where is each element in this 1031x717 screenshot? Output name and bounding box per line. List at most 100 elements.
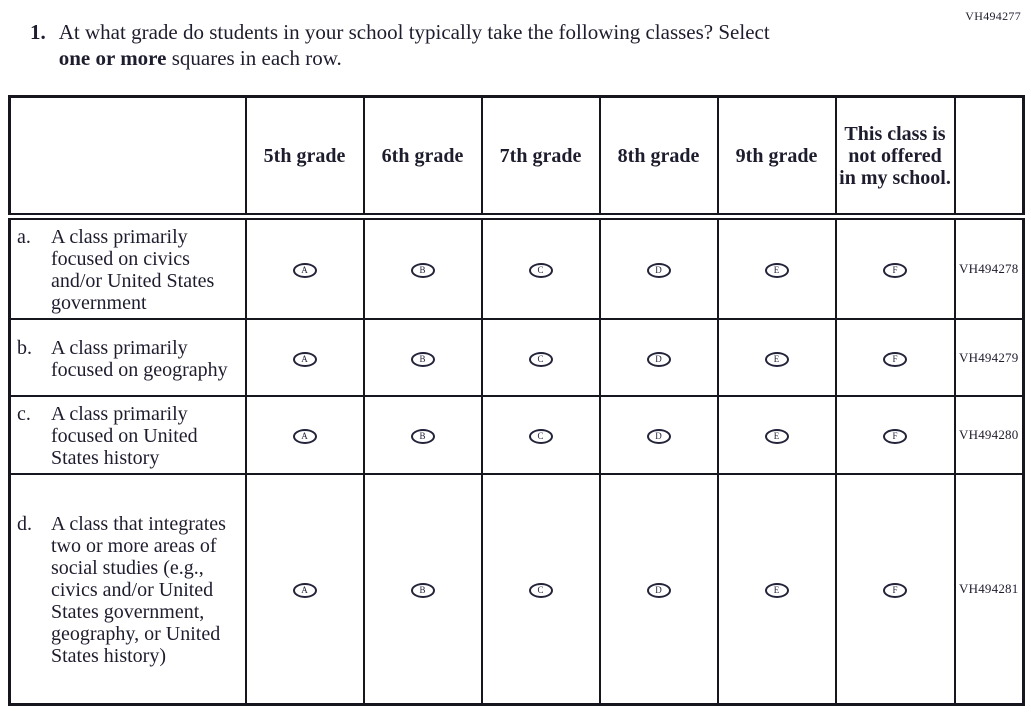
answer-cell: F	[834, 395, 956, 475]
answer-cell: C	[480, 318, 601, 397]
bubble-letter: A	[301, 431, 308, 441]
option-bubble-e[interactable]: E	[764, 263, 789, 278]
bubble-letter: E	[773, 353, 780, 364]
bubble-letter: E	[773, 265, 780, 275]
answer-cell: C	[480, 395, 601, 475]
answer-cell: C	[480, 473, 601, 705]
answer-cell: D	[598, 395, 719, 475]
option-bubble-a[interactable]: A	[292, 263, 317, 278]
page-code: VH494277	[965, 9, 1021, 23]
answer-cell: D	[598, 215, 719, 320]
bubble-letter: F	[892, 265, 898, 275]
answer-cell: C	[480, 215, 601, 320]
answer-cell: E	[716, 215, 837, 320]
option-bubble-a[interactable]: A	[292, 582, 317, 598]
option-bubble-d[interactable]: D	[646, 351, 671, 367]
bubble-letter: C	[537, 353, 544, 364]
question-text: At what grade do students in your school…	[59, 19, 770, 72]
option-bubble-f[interactable]: F	[883, 582, 907, 598]
option-bubble-b[interactable]: B	[410, 263, 435, 278]
bubble-letter: A	[301, 353, 308, 364]
row-label-c: c. A class primarily focused on United S…	[8, 395, 247, 475]
column-header-not-offered: This class is not offered in my school.	[834, 95, 956, 220]
row-label-text: A class primarily focused on civics and/…	[51, 226, 215, 314]
option-bubble-d[interactable]: D	[646, 429, 671, 444]
answer-cell: A	[244, 215, 365, 320]
option-bubble-d[interactable]: D	[646, 263, 671, 278]
header-empty-code-col	[953, 95, 1025, 220]
row-label-text: A class primarily focused on United Stat…	[51, 403, 198, 469]
row-label-b: b. A class primarily focused on geograph…	[8, 318, 247, 397]
bubble-letter: D	[655, 265, 662, 275]
row-letter: d.	[17, 512, 32, 535]
bubble-letter: C	[537, 265, 544, 275]
column-header-5th-grade: 5th grade	[244, 95, 365, 220]
table-row-d: d. A class that integrates two or more a…	[8, 473, 1025, 705]
row-label-text: A class primarily focused on geography	[51, 336, 228, 381]
row-letter: b.	[17, 336, 32, 359]
bubble-letter: F	[892, 584, 898, 595]
bubble-letter: B	[419, 431, 426, 441]
column-header-9th-grade: 9th grade	[716, 95, 837, 220]
header-row: 5th grade 6th grade 7th grade 8th grade …	[8, 95, 1025, 220]
row-code: VH494281	[953, 473, 1025, 705]
answer-cell: B	[362, 395, 483, 475]
answer-cell: F	[834, 318, 956, 397]
bubble-letter: F	[892, 353, 898, 364]
row-label-a: a. A class primarily focused on civics a…	[8, 215, 247, 320]
row-letter: a.	[17, 226, 31, 248]
option-bubble-b[interactable]: B	[410, 351, 435, 367]
row-code: VH494278	[953, 215, 1025, 320]
bubble-letter: A	[301, 265, 308, 275]
bubble-letter: B	[419, 353, 426, 364]
answer-cell: B	[362, 473, 483, 705]
answer-cell: F	[834, 473, 956, 705]
answer-cell: A	[244, 395, 365, 475]
option-bubble-f[interactable]: F	[883, 263, 907, 278]
bubble-letter: C	[537, 584, 544, 595]
answer-cell: A	[244, 473, 365, 705]
bubble-letter: D	[655, 584, 662, 595]
answer-cell: E	[716, 473, 837, 705]
option-bubble-a[interactable]: A	[292, 351, 317, 367]
answer-cell: B	[362, 318, 483, 397]
option-bubble-f[interactable]: F	[883, 429, 907, 444]
answer-cell: A	[244, 318, 365, 397]
bubble-letter: A	[301, 584, 308, 595]
bubble-letter: B	[419, 584, 426, 595]
option-bubble-e[interactable]: E	[764, 582, 789, 598]
option-bubble-c[interactable]: C	[528, 263, 553, 278]
bubble-letter: E	[773, 584, 780, 595]
bubble-letter: E	[773, 431, 780, 441]
header-empty-label-col	[8, 95, 247, 220]
option-bubble-b[interactable]: B	[410, 582, 435, 598]
row-code: VH494279	[953, 318, 1025, 397]
option-bubble-f[interactable]: F	[883, 351, 907, 367]
table-row-a: a. A class primarily focused on civics a…	[8, 215, 1025, 320]
option-bubble-c[interactable]: C	[528, 429, 553, 444]
question-text-line1: At what grade do students in your school…	[58, 20, 770, 44]
table-row-b: b. A class primarily focused on geograph…	[8, 318, 1025, 397]
option-bubble-b[interactable]: B	[410, 429, 435, 444]
column-header-7th-grade: 7th grade	[480, 95, 601, 220]
answer-cell: F	[834, 215, 956, 320]
answer-cell: D	[598, 318, 719, 397]
option-bubble-e[interactable]: E	[764, 429, 789, 444]
column-header-6th-grade: 6th grade	[362, 95, 483, 220]
question-number: 1.	[30, 20, 46, 44]
question-text-bold: one or more	[58, 46, 167, 71]
bubble-letter: B	[419, 265, 426, 275]
option-bubble-c[interactable]: C	[528, 351, 553, 367]
column-header-8th-grade: 8th grade	[598, 95, 719, 220]
row-code: VH494280	[953, 395, 1025, 475]
grade-selection-table: 5th grade 6th grade 7th grade 8th grade …	[8, 95, 1025, 706]
bubble-letter: D	[655, 431, 662, 441]
option-bubble-c[interactable]: C	[528, 582, 553, 598]
option-bubble-a[interactable]: A	[292, 429, 317, 444]
answer-cell: E	[716, 318, 837, 397]
bubble-letter: F	[892, 431, 898, 441]
table-row-c: c. A class primarily focused on United S…	[8, 395, 1025, 475]
option-bubble-e[interactable]: E	[764, 351, 789, 367]
option-bubble-d[interactable]: D	[646, 582, 671, 598]
answer-cell: B	[362, 215, 483, 320]
